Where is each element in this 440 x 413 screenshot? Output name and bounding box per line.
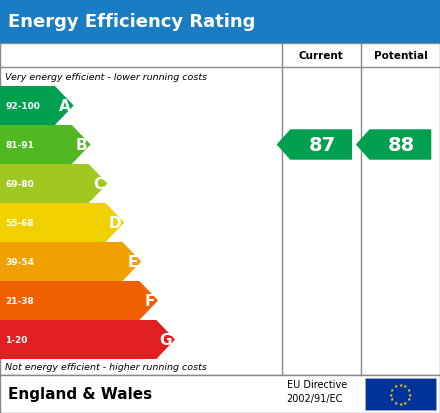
Bar	[365, 378, 436, 410]
Polygon shape	[0, 281, 158, 320]
Text: F: F	[145, 293, 155, 308]
Text: ★: ★	[407, 396, 411, 401]
Text: 87: 87	[309, 136, 336, 154]
Text: England & Wales: England & Wales	[8, 387, 152, 401]
Polygon shape	[0, 320, 175, 359]
Text: ★: ★	[398, 382, 403, 387]
Polygon shape	[356, 130, 431, 160]
Polygon shape	[0, 165, 107, 204]
Text: ★: ★	[390, 387, 394, 392]
Text: 1-20: 1-20	[5, 335, 27, 344]
Text: ★: ★	[389, 392, 393, 396]
Text: EU Directive
2002/91/EC: EU Directive 2002/91/EC	[286, 379, 347, 404]
Text: ★: ★	[403, 400, 407, 405]
Text: ★: ★	[403, 383, 407, 388]
Polygon shape	[277, 130, 352, 160]
Text: D: D	[109, 216, 121, 230]
Text: 69-80: 69-80	[5, 180, 34, 189]
Bar	[0, 44, 440, 375]
Text: C: C	[93, 177, 104, 192]
Text: 39-54: 39-54	[5, 257, 34, 266]
Text: Very energy efficient - lower running costs: Very energy efficient - lower running co…	[5, 73, 207, 82]
Text: ★: ★	[398, 401, 403, 406]
Text: ★: ★	[393, 383, 398, 388]
Text: 92-100: 92-100	[5, 102, 40, 111]
Text: ★: ★	[408, 392, 412, 396]
Text: Potential: Potential	[374, 51, 427, 61]
Text: E: E	[128, 254, 138, 269]
Polygon shape	[0, 242, 141, 281]
Text: B: B	[76, 138, 88, 153]
Polygon shape	[0, 204, 125, 242]
Text: G: G	[160, 332, 172, 347]
Text: 21-38: 21-38	[5, 296, 34, 305]
Text: A: A	[59, 99, 71, 114]
Text: Energy Efficiency Rating: Energy Efficiency Rating	[8, 13, 255, 31]
Bar	[0, 375, 440, 413]
Text: ★: ★	[393, 400, 398, 405]
Polygon shape	[0, 126, 91, 165]
Text: 55-68: 55-68	[5, 218, 34, 228]
Text: ★: ★	[390, 396, 394, 401]
Text: Current: Current	[299, 51, 344, 61]
Text: 81-91: 81-91	[5, 141, 34, 150]
Text: Not energy efficient - higher running costs: Not energy efficient - higher running co…	[5, 363, 207, 372]
Bar	[0, 0, 440, 44]
Polygon shape	[0, 87, 73, 126]
Text: ★: ★	[407, 387, 411, 392]
Text: 88: 88	[388, 136, 415, 154]
